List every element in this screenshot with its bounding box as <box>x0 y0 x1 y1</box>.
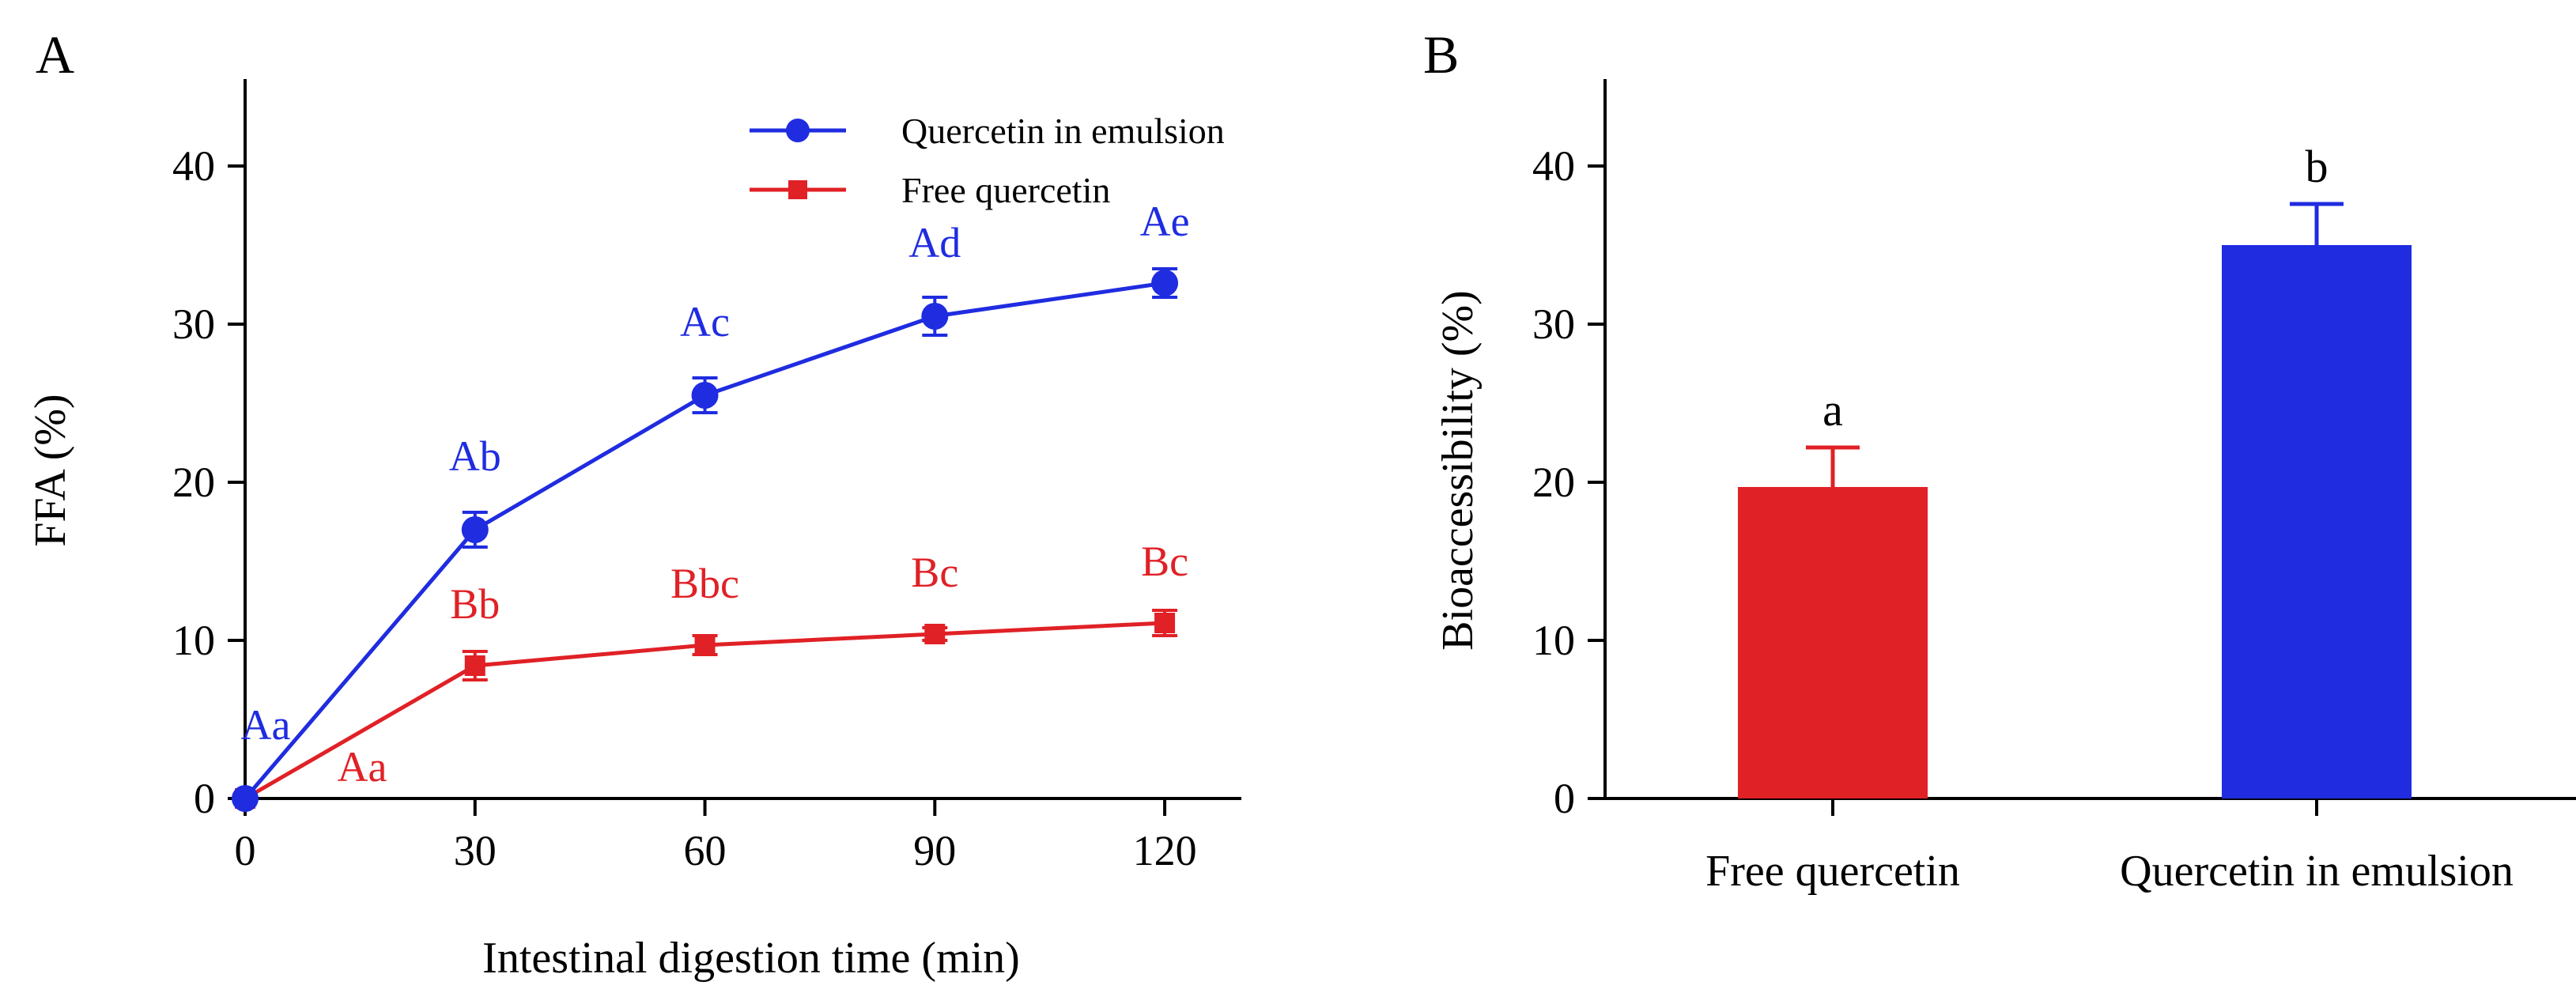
y-tick-label: 30 <box>172 300 215 348</box>
panel-b-axes: 0 10 20 30 40 Free quercetin Quercetin in emul… <box>1532 79 2576 896</box>
data-label: Bb <box>450 580 500 628</box>
data-point <box>1154 613 1176 633</box>
data-point <box>464 655 485 676</box>
panel-a-legend: Quercetin in emulsion Free quercetin <box>750 111 1225 210</box>
x-tick-label: 90 <box>913 827 956 874</box>
data-point <box>461 516 489 543</box>
data-label: Bc <box>1141 538 1188 585</box>
x-tick-label: Quercetin in emulsion <box>2120 847 2514 896</box>
panel-a-x-axis-title: Intestinal digestion time (min) <box>482 934 1020 983</box>
data-label: Bbc <box>670 560 739 607</box>
legend-label: Free quercetin <box>901 170 1110 210</box>
y-tick-label: 10 <box>172 617 215 664</box>
series-line-0 <box>244 281 1165 800</box>
x-tick-label: Free quercetin <box>1705 847 1960 896</box>
data-label: Aa <box>338 743 387 791</box>
y-tick-label: 20 <box>172 459 215 506</box>
data-point <box>1151 270 1179 296</box>
legend-marker <box>786 119 810 142</box>
panel-a-y-axis-title: FFA (%) <box>26 394 75 546</box>
bar <box>2222 245 2412 798</box>
panel-b-plot: ab <box>1738 141 2412 798</box>
x-tick-label: 120 <box>1133 827 1197 874</box>
data-label: Ac <box>680 298 730 345</box>
x-tick-label: 0 <box>235 827 256 874</box>
panel-b: B 0 10 20 30 40 Free quercetin Quercetin in em… <box>1423 25 2576 896</box>
bar <box>1738 487 1928 798</box>
data-point <box>694 635 716 655</box>
panel-a-axes: 0 10 20 30 40 0 30 60 90 120 <box>172 79 1241 874</box>
bar-label: a <box>1822 384 1843 436</box>
legend-marker <box>788 180 807 199</box>
y-tick-label: 0 <box>194 775 215 822</box>
x-tick-label: 60 <box>684 827 727 874</box>
data-point <box>921 303 949 330</box>
panel-b-label: B <box>1423 25 1459 85</box>
panel-b-y-axis-title: Bioaccessibility (%) <box>1433 290 1483 651</box>
y-tick-label: 10 <box>1532 617 1575 664</box>
data-label: Ab <box>449 432 501 480</box>
x-tick-label: 30 <box>454 827 497 874</box>
bar-label: b <box>2306 141 2329 192</box>
data-label: Bc <box>911 549 958 596</box>
data-point <box>691 382 719 409</box>
panel-a-plot: Aa Bb Bbc Bc Bc Aa Ab Ac Ad Ae <box>232 198 1190 812</box>
y-tick-label: 0 <box>1554 775 1575 822</box>
data-point <box>232 785 259 812</box>
data-label: Ad <box>908 219 961 266</box>
y-tick-label: 40 <box>172 142 215 190</box>
data-label: Ae <box>1140 198 1190 245</box>
data-point <box>924 624 946 644</box>
data-label: Aa <box>241 701 291 749</box>
y-tick-label: 20 <box>1532 459 1575 506</box>
panel-a-label: A <box>36 25 74 85</box>
y-tick-label: 40 <box>1532 142 1575 190</box>
legend-label: Quercetin in emulsion <box>901 111 1225 151</box>
y-tick-label: 30 <box>1532 300 1575 348</box>
